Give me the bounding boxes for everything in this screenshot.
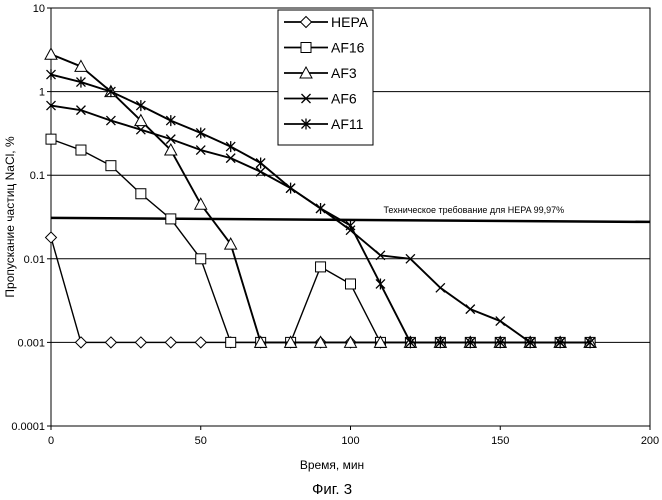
requirement-label: Техническое требование для HEPA 99,97% <box>383 205 564 215</box>
figure-caption: Фиг. 3 <box>312 481 352 498</box>
y-tick-label: 0.0001 <box>11 421 45 433</box>
marker-square <box>136 189 146 199</box>
marker-square <box>301 43 311 53</box>
marker-square <box>226 337 236 347</box>
marker-square <box>76 145 86 155</box>
x-tick-label: 100 <box>341 435 359 447</box>
legend-label: AF3 <box>331 65 357 81</box>
y-axis-label: Пропускание частиц NaCl, % <box>3 136 17 298</box>
marker-square <box>196 254 206 264</box>
legend: HEPA AF16 AF3 AF6 AF11 <box>278 10 373 145</box>
legend-label: AF11 <box>331 116 364 132</box>
y-tick-label: 10 <box>33 3 45 15</box>
marker-square <box>46 134 56 144</box>
y-tick-label: 0.01 <box>24 254 45 266</box>
x-axis-label: Время, мин <box>300 458 364 472</box>
y-tick-label: 1 <box>39 87 45 99</box>
marker-square <box>166 214 176 224</box>
x-tick-label: 0 <box>48 435 54 447</box>
marker-square <box>346 279 356 289</box>
y-tick-label: 0.001 <box>17 337 45 349</box>
x-tick-label: 50 <box>195 435 207 447</box>
legend-label: AF6 <box>331 91 357 107</box>
marker-square <box>106 161 116 171</box>
y-tick-label: 0.1 <box>30 170 45 182</box>
x-tick-label: 150 <box>491 435 509 447</box>
legend-label: HEPA <box>331 14 369 30</box>
marker-square <box>316 262 326 272</box>
legend-label: AF16 <box>331 40 365 56</box>
x-tick-label: 200 <box>641 435 659 447</box>
